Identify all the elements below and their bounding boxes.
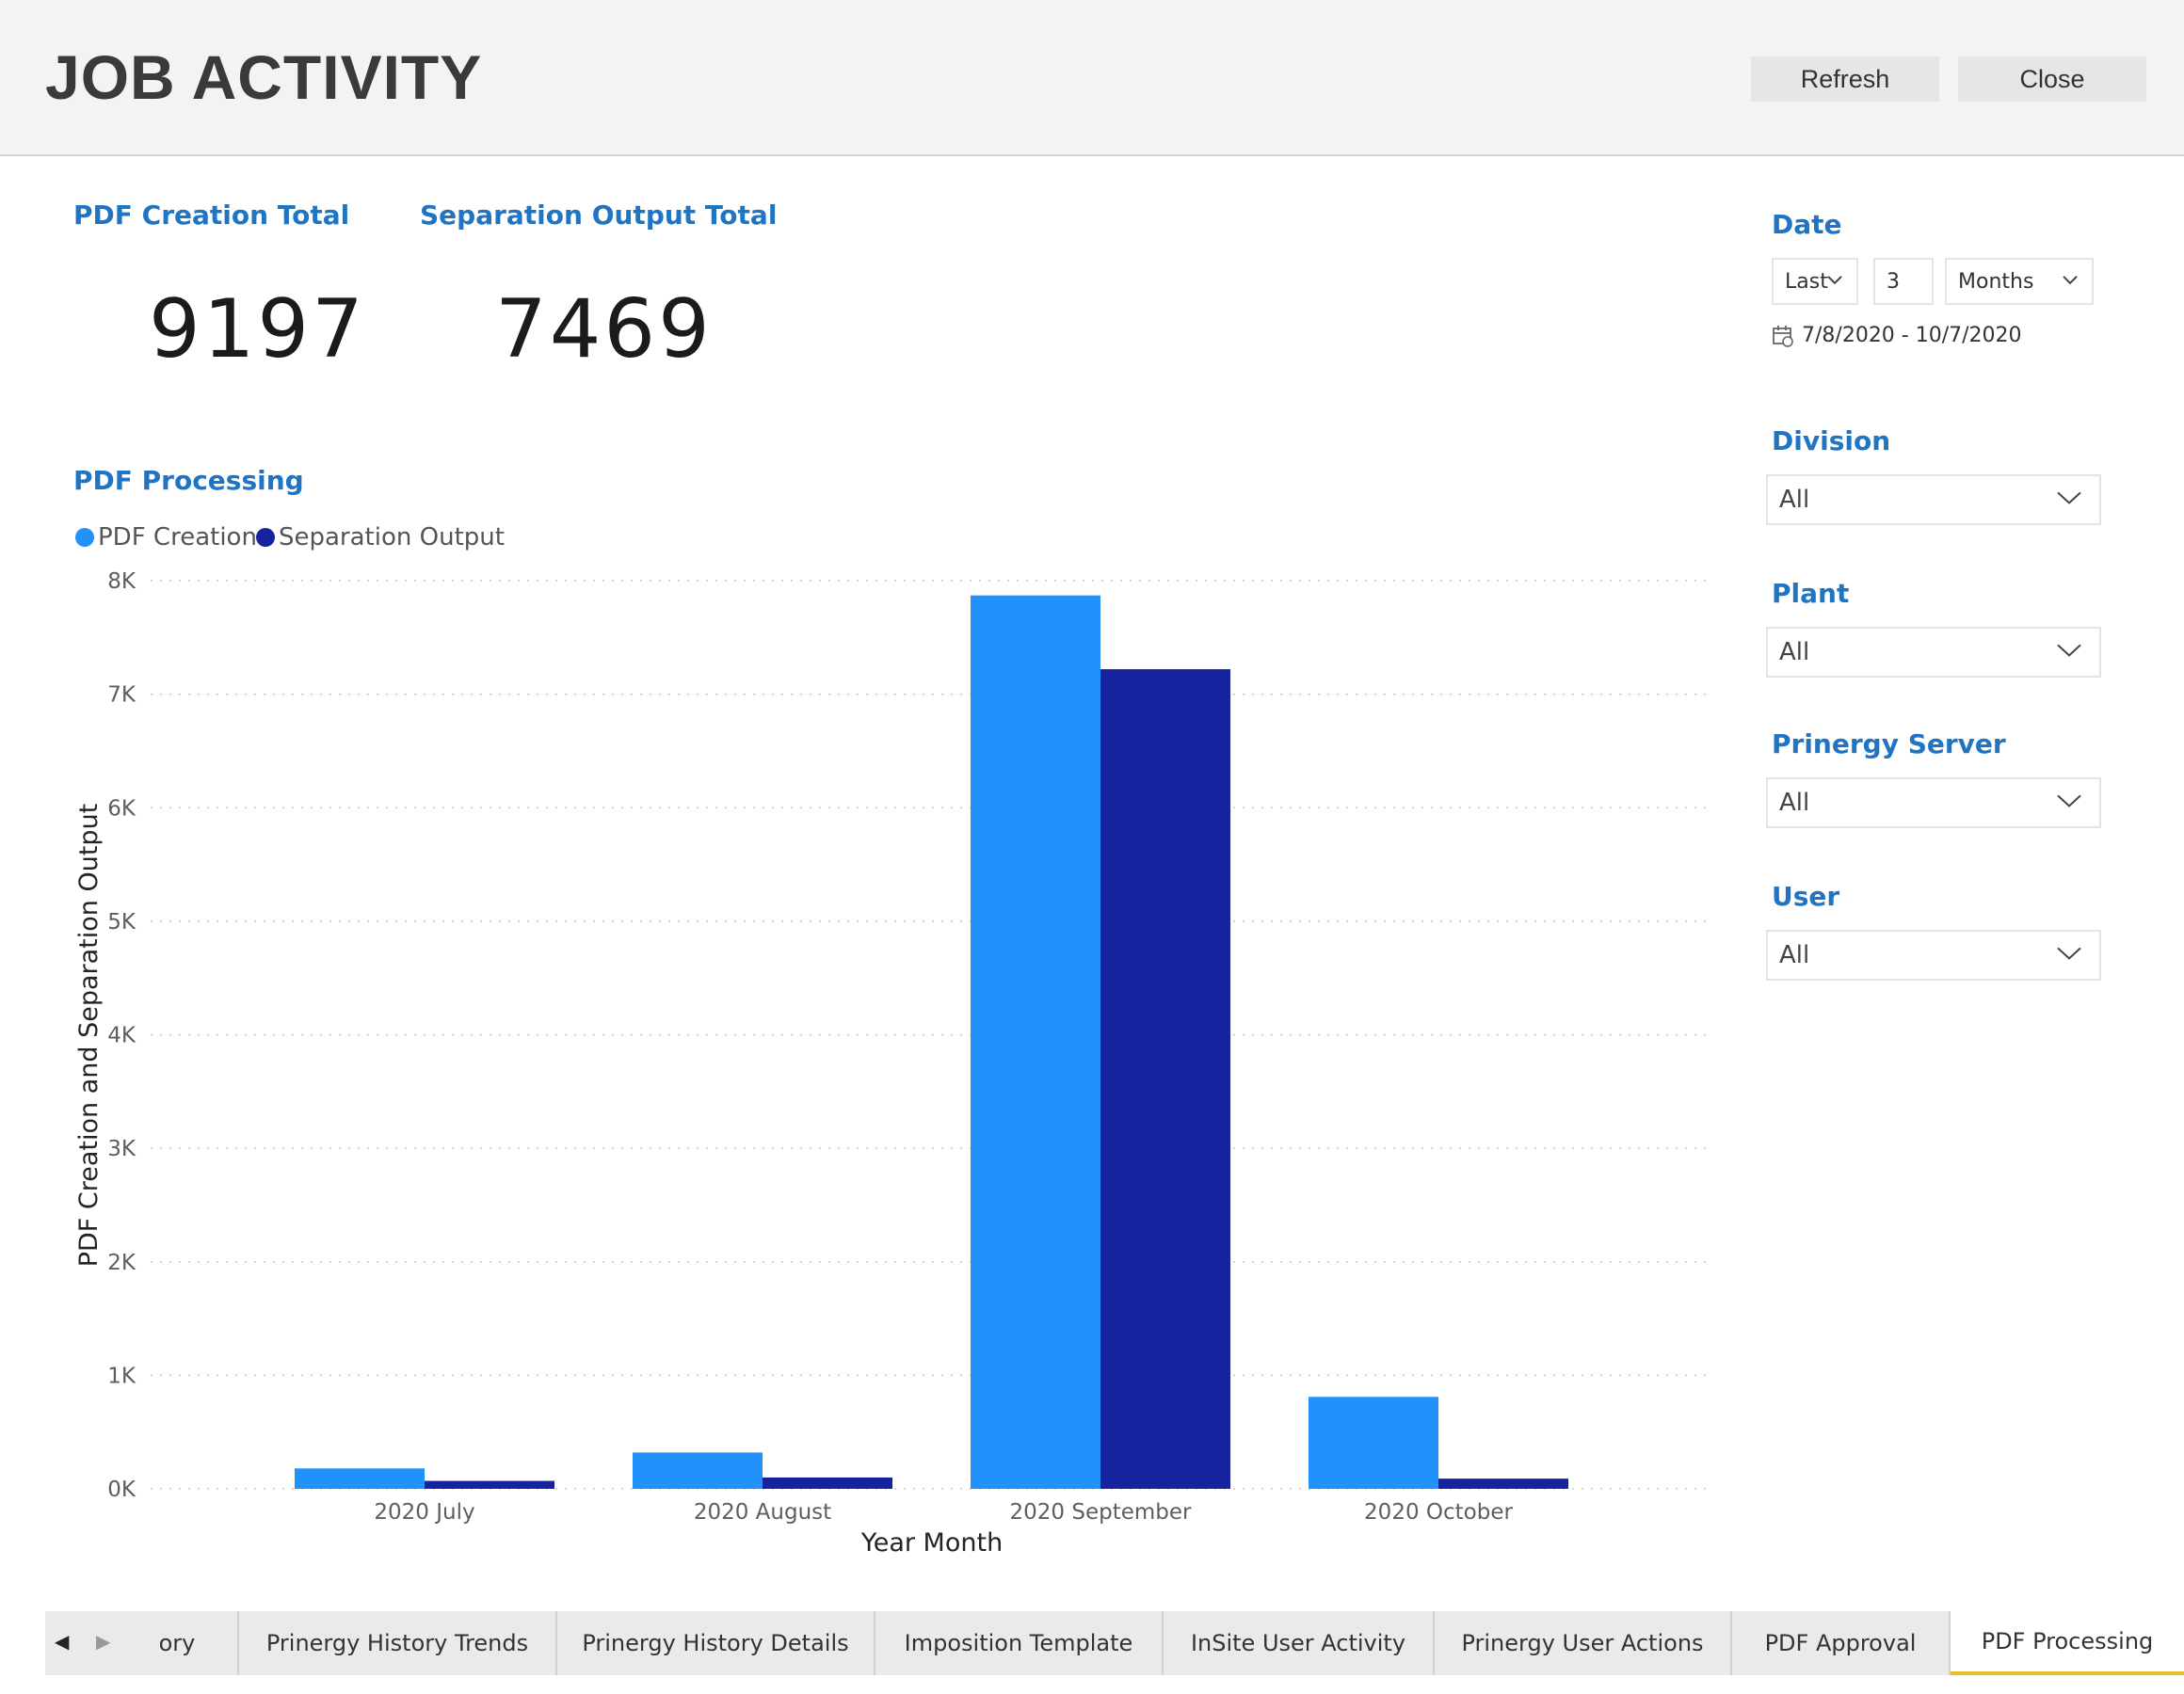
chart-title: PDF Processing — [73, 465, 304, 496]
y-tick-label: 5K — [107, 910, 136, 935]
x-tick-label: 2020 October — [1364, 1500, 1513, 1525]
chevron-down-icon — [1827, 276, 1842, 285]
legend-dot-icon — [75, 528, 94, 547]
grid-lines — [151, 580, 1710, 1490]
x-tick-label: 2020 August — [694, 1500, 831, 1525]
y-tick-label: 2K — [107, 1251, 136, 1275]
separation-output-total-value: 7469 — [495, 282, 713, 376]
plant-filter-title: Plant — [1772, 578, 1850, 609]
date-unit-value: Months — [1958, 269, 2034, 294]
bar-separation-output[interactable] — [1100, 669, 1230, 1489]
bar-chart: 0K 1K 2K 3K 4K 5K 6K 7K 8K 2020 July 2020 August 20… — [74, 569, 1710, 1558]
user-filter-title: User — [1772, 881, 1840, 912]
legend-label: PDF Creation — [98, 523, 257, 551]
user-dropdown[interactable]: All — [1766, 930, 2101, 981]
tab-label: PDF Approval — [1764, 1630, 1917, 1656]
bar-pdf-creation[interactable] — [633, 1452, 763, 1489]
tab-imposition-template[interactable]: Imposition Template — [875, 1611, 1164, 1675]
prinergy-server-filter-title: Prinergy Server — [1772, 728, 2006, 759]
calendar-icon — [1773, 325, 1793, 347]
y-tick-label: 7K — [107, 683, 136, 708]
tab-label: Prinergy History Trends — [265, 1630, 529, 1656]
legend-item-pdf-creation[interactable]: PDF Creation — [75, 523, 257, 551]
chevron-down-icon — [2063, 276, 2078, 285]
y-tick-label: 6K — [107, 796, 136, 821]
bar-separation-output[interactable] — [1438, 1478, 1568, 1489]
plant-value: All — [1779, 638, 1810, 666]
chevron-down-icon — [2057, 644, 2081, 657]
bar-pdf-creation[interactable] — [971, 595, 1100, 1489]
tab-prinergy-history-trends[interactable]: Prinergy History Trends — [239, 1611, 557, 1675]
legend-item-separation-output[interactable]: Separation Output — [256, 523, 505, 551]
prinergy-server-value: All — [1779, 789, 1810, 817]
tab-pdf-processing[interactable]: PDF Processing — [1951, 1611, 2184, 1675]
date-filter-title: Date — [1772, 209, 1842, 240]
date-unit-dropdown[interactable]: Months — [1945, 258, 2094, 305]
bar-pdf-creation[interactable] — [295, 1468, 425, 1489]
y-tick-label: 0K — [107, 1478, 136, 1502]
tab-history[interactable]: ory — [117, 1611, 239, 1675]
bar-separation-output[interactable] — [425, 1480, 554, 1489]
axis-ticks: 0K 1K 2K 3K 4K 5K 6K 7K 8K 2020 July 2020 August 20… — [107, 569, 1513, 1525]
refresh-button[interactable]: Refresh — [1751, 56, 1939, 102]
header-bar: JOB ACTIVITY Refresh Close — [0, 0, 2184, 156]
division-filter-title: Division — [1772, 425, 1891, 456]
prinergy-server-dropdown[interactable]: All — [1766, 777, 2101, 828]
x-tick-label: 2020 July — [374, 1500, 474, 1525]
x-tick-label: 2020 September — [1010, 1500, 1193, 1525]
chevron-down-icon — [2057, 947, 2081, 960]
division-dropdown[interactable]: All — [1766, 474, 2101, 525]
tab-label: Prinergy History Details — [582, 1630, 849, 1656]
y-axis-label: PDF Creation and Separation Output — [74, 804, 104, 1268]
y-tick-label: 3K — [107, 1137, 136, 1161]
date-range: 7/8/2020 - 10/7/2020 — [1772, 324, 2022, 347]
page-tab-bar: ◀ ▶ ory Prinergy History Trends Prinergy… — [45, 1611, 2184, 1675]
tab-label: PDF Processing — [1981, 1628, 2154, 1654]
chevron-down-icon — [2057, 491, 2081, 504]
chevron-down-icon — [2057, 794, 2081, 807]
tab-pdf-approval[interactable]: PDF Approval — [1732, 1611, 1951, 1675]
bar-pdf-creation[interactable] — [1309, 1397, 1438, 1489]
y-tick-label: 1K — [107, 1364, 136, 1388]
user-value: All — [1779, 941, 1810, 969]
legend-label: Separation Output — [279, 523, 505, 551]
pdf-creation-total-value: 9197 — [149, 282, 366, 376]
y-tick-label: 4K — [107, 1024, 136, 1048]
separation-output-total-title: Separation Output Total — [420, 200, 778, 231]
date-range-text: 7/8/2020 - 10/7/2020 — [1802, 324, 2022, 347]
x-axis-label: Year Month — [860, 1528, 1003, 1558]
pdf-creation-total-title: PDF Creation Total — [73, 200, 350, 231]
y-tick-label: 8K — [107, 569, 136, 594]
tab-scroll-right-icon[interactable]: ▶ — [96, 1630, 111, 1653]
date-count-input[interactable]: 3 — [1873, 258, 1934, 305]
plant-dropdown[interactable]: All — [1766, 627, 2101, 678]
legend-dot-icon — [256, 528, 275, 547]
tab-prinergy-user-actions[interactable]: Prinergy User Actions — [1435, 1611, 1732, 1675]
date-mode-dropdown[interactable]: Last — [1772, 258, 1858, 305]
page-title: JOB ACTIVITY — [45, 42, 483, 112]
chart-bars — [295, 595, 1568, 1489]
date-mode-value: Last — [1785, 269, 1828, 294]
tab-label: ory — [158, 1630, 196, 1656]
tab-label: Imposition Template — [904, 1630, 1133, 1656]
date-count-value: 3 — [1887, 269, 1900, 294]
division-value: All — [1779, 486, 1810, 514]
tab-prinergy-history-details[interactable]: Prinergy History Details — [557, 1611, 875, 1675]
tab-label: Prinergy User Actions — [1461, 1630, 1704, 1656]
tab-label: InSite User Activity — [1190, 1630, 1406, 1656]
close-button[interactable]: Close — [1958, 56, 2146, 102]
bar-separation-output[interactable] — [763, 1477, 892, 1489]
tab-scroll-left-icon[interactable]: ◀ — [55, 1630, 70, 1653]
tab-insite-user-activity[interactable]: InSite User Activity — [1164, 1611, 1435, 1675]
